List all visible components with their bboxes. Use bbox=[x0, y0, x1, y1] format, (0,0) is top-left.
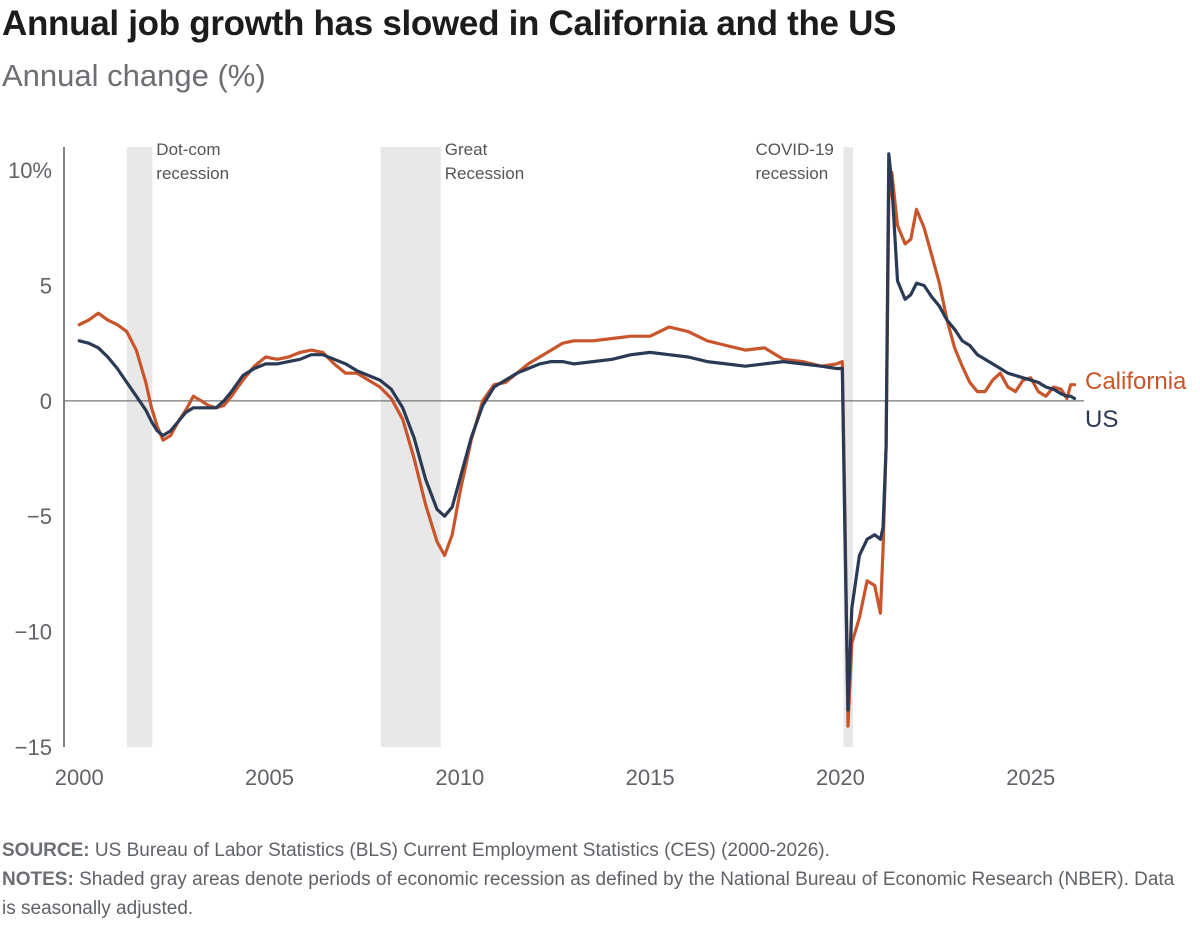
source-note: SOURCE: US Bureau of Labor Statistics (B… bbox=[2, 836, 1192, 865]
recession-label-line: COVID-19 bbox=[755, 140, 833, 159]
recession-label-line: Recession bbox=[445, 164, 524, 183]
recession-label-line: Great bbox=[445, 140, 488, 159]
recession-label: Dot-com recession bbox=[156, 140, 229, 183]
notes-label: NOTES: bbox=[2, 869, 74, 890]
notes-note: NOTES: Shaded gray areas denote periods … bbox=[2, 865, 1192, 923]
y-tick-label: 0 bbox=[40, 389, 52, 414]
chart-footer: SOURCE: US Bureau of Labor Statistics (B… bbox=[2, 836, 1192, 923]
x-tick-label: 2005 bbox=[245, 765, 294, 790]
recession-label: Great Recession bbox=[445, 140, 524, 183]
chart-title: Annual job growth has slowed in Californ… bbox=[2, 4, 897, 43]
chart-subtitle: Annual change (%) bbox=[2, 58, 266, 93]
x-tick-label: 2000 bbox=[55, 765, 104, 790]
recession-band bbox=[126, 147, 153, 747]
recession-label-line: Dot-com bbox=[156, 140, 220, 159]
x-tick-label: 2025 bbox=[1006, 765, 1055, 790]
recession-label-line: recession bbox=[156, 164, 229, 183]
y-tick-label: −5 bbox=[27, 504, 52, 529]
notes-text: Shaded gray areas denote periods of econ… bbox=[2, 869, 1175, 919]
series-label: California bbox=[1085, 368, 1187, 395]
source-label: SOURCE: bbox=[2, 840, 90, 861]
series-label: US bbox=[1085, 406, 1118, 433]
series-line-california bbox=[77, 170, 1077, 728]
recession-label-line: recession bbox=[755, 164, 828, 183]
recession-label: COVID-19 recession bbox=[755, 140, 833, 183]
y-tick-label: 10% bbox=[8, 158, 52, 183]
y-tick-label: −15 bbox=[15, 735, 52, 760]
series-line-us bbox=[77, 152, 1077, 712]
source-text: US Bureau of Labor Statistics (BLS) Curr… bbox=[94, 840, 830, 861]
line-chart: Dot-com recession Great Recession COVID-19 re… bbox=[8, 140, 1187, 790]
x-tick-label: 2010 bbox=[435, 765, 484, 790]
recession-band bbox=[843, 147, 853, 747]
y-tick-label: 5 bbox=[40, 273, 52, 298]
x-tick-label: 2020 bbox=[816, 765, 865, 790]
y-tick-label: −10 bbox=[15, 620, 52, 645]
x-tick-label: 2015 bbox=[626, 765, 675, 790]
